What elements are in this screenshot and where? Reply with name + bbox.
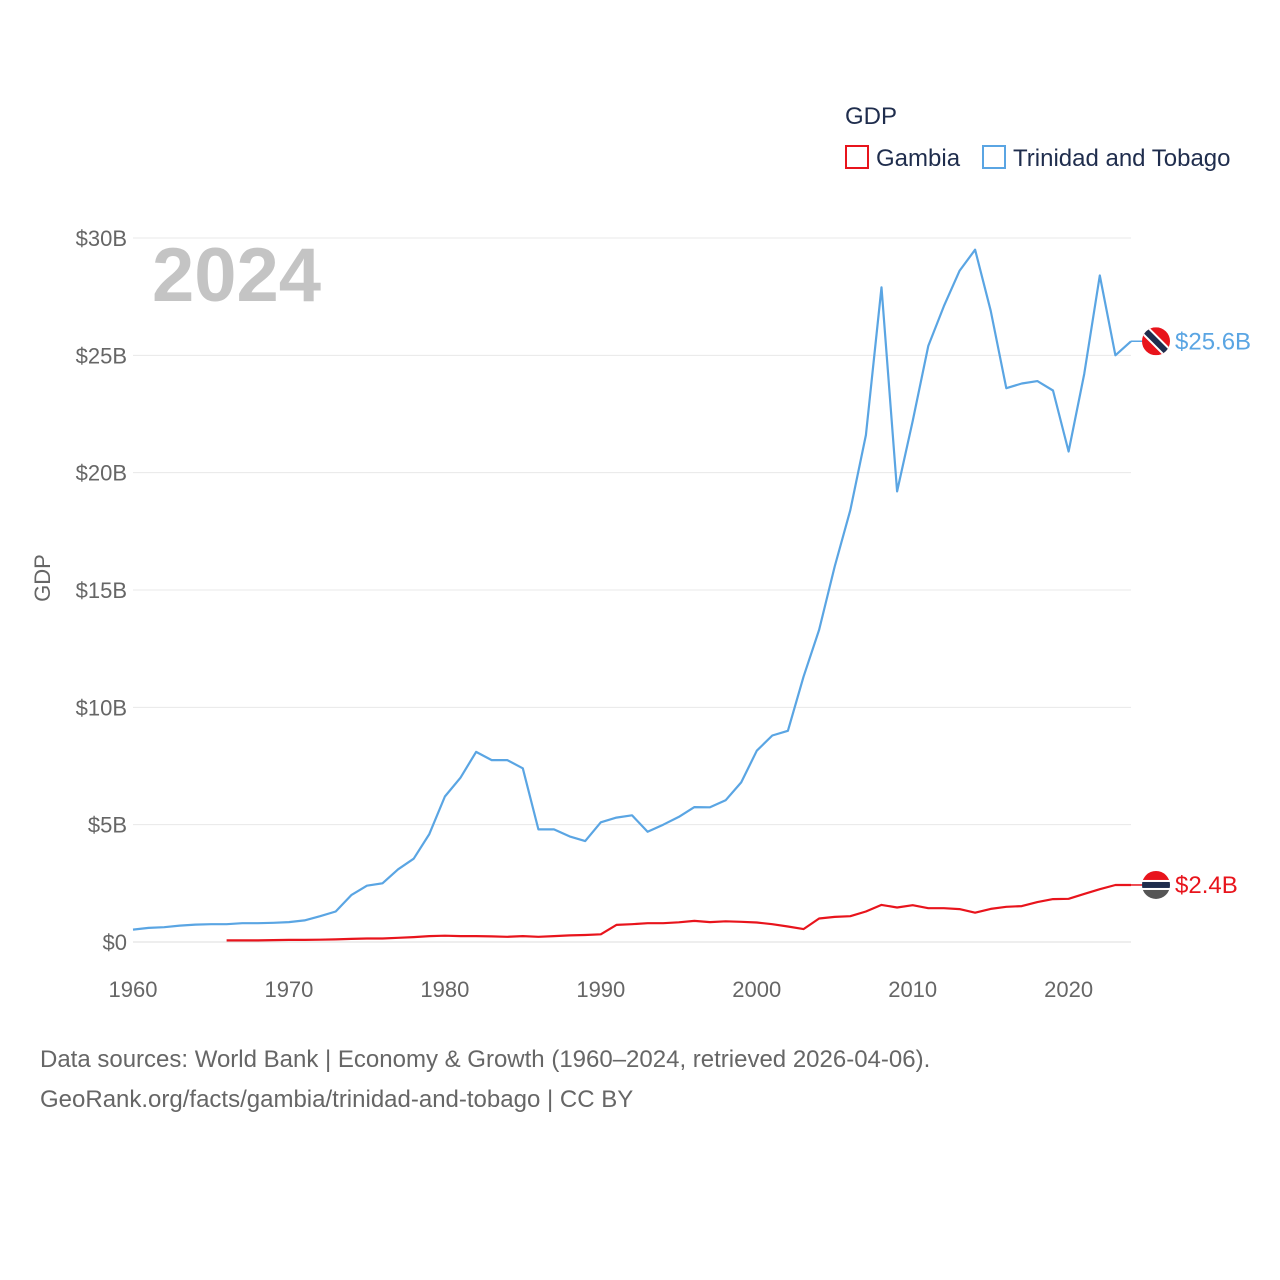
legend-title: GDP <box>845 103 897 130</box>
y-tick-label: $20B <box>76 461 127 486</box>
series-line-trinidad-and-tobago[interactable] <box>132 248 1132 931</box>
y-axis-label: GDP <box>30 554 55 602</box>
legend-swatch-trinidad-and-tobago[interactable] <box>982 145 1006 169</box>
gdp-line-chart: $0$5B$10B$15B$20B$25B$30B 1960 1970 1980 19… <box>30 103 1251 1002</box>
y-axis: $0 $5B $10B $15B $20B $25B $30B <box>76 226 127 955</box>
end-value-label-trinidad-and-tobago: $25.6B <box>1175 328 1251 355</box>
x-tick-label: 1960 <box>109 977 158 1002</box>
flag-icon-trinidad-and-tobago <box>1142 327 1170 356</box>
y-tick-label: $30B <box>76 226 127 251</box>
y-tick-label: $15B <box>76 578 127 603</box>
y-tick-label: $0 <box>103 930 127 955</box>
source-url: GeoRank.org/facts/gambia/trinidad-and-to… <box>40 1086 634 1113</box>
x-tick-label: 2000 <box>732 977 781 1002</box>
legend: GDP Gambia Trinidad and Tobago <box>845 103 1231 172</box>
y-tick-label: $25B <box>76 343 127 368</box>
x-tick-label: 2020 <box>1044 977 1093 1002</box>
x-tick-label: 1980 <box>420 977 469 1002</box>
legend-label-gambia[interactable]: Gambia <box>876 145 961 172</box>
x-tick-label: 2010 <box>888 977 937 1002</box>
end-markers: $2.4B $25.6B <box>1131 327 1251 899</box>
y-tick-label: $10B <box>76 695 127 720</box>
series-line-gambia[interactable] <box>226 883 1131 942</box>
year-label: 2024 <box>152 233 321 318</box>
x-axis: 1960 1970 1980 1990 2000 2010 2020 <box>109 977 1094 1002</box>
legend-label-trinidad-and-tobago[interactable]: Trinidad and Tobago <box>1013 145 1231 172</box>
y-tick-label: $5B <box>88 813 127 838</box>
legend-swatch-gambia[interactable] <box>845 145 869 169</box>
x-tick-label: 1970 <box>264 977 313 1002</box>
gridlines <box>133 237 1131 943</box>
flag-icon-gambia <box>1142 870 1170 899</box>
end-value-label-gambia: $2.4B <box>1175 872 1238 899</box>
series-lines <box>132 248 1132 942</box>
x-tick-label: 1990 <box>576 977 625 1002</box>
data-source-note: Data sources: World Bank | Economy & Gro… <box>40 1046 931 1073</box>
